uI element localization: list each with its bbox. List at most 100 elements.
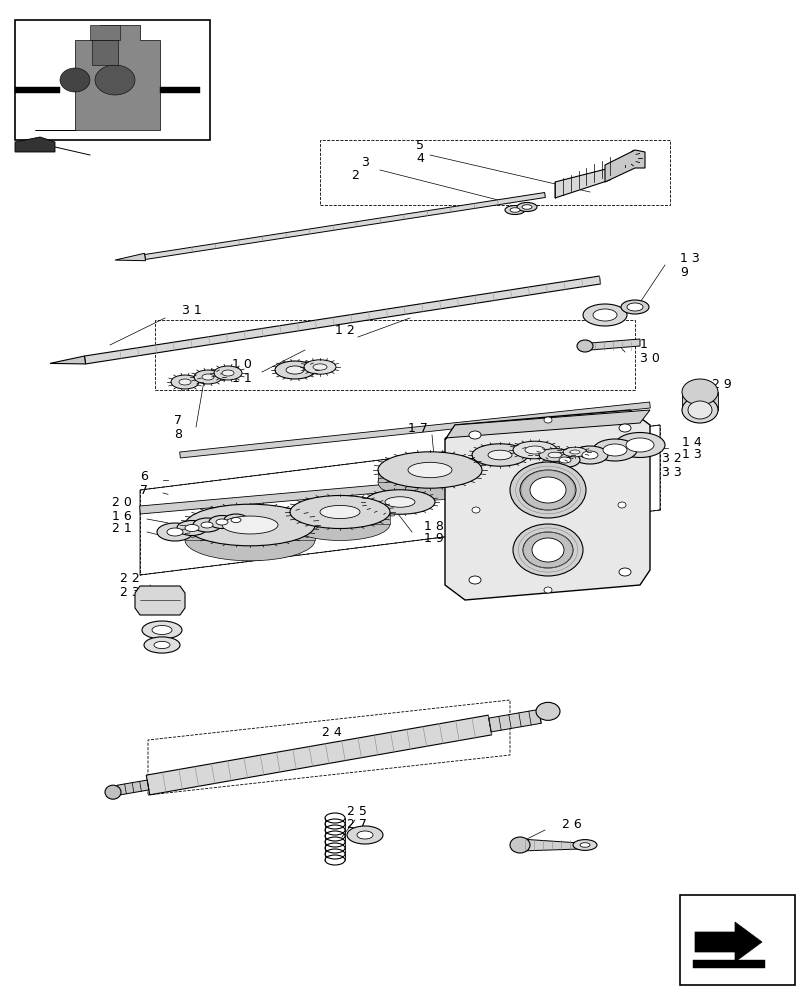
Polygon shape	[146, 715, 491, 795]
Ellipse shape	[558, 457, 570, 463]
Ellipse shape	[525, 446, 544, 454]
Polygon shape	[15, 137, 55, 152]
Text: 3 0: 3 0	[639, 352, 659, 364]
Ellipse shape	[201, 522, 212, 528]
Ellipse shape	[471, 507, 479, 513]
Polygon shape	[378, 470, 482, 482]
Ellipse shape	[60, 68, 90, 92]
Polygon shape	[488, 709, 541, 732]
Ellipse shape	[285, 366, 303, 374]
Bar	[155, 320, 634, 390]
Polygon shape	[694, 922, 761, 962]
Polygon shape	[179, 402, 650, 458]
Ellipse shape	[569, 450, 579, 454]
Ellipse shape	[202, 374, 214, 380]
Ellipse shape	[530, 477, 565, 503]
Text: 8: 8	[174, 428, 182, 440]
Ellipse shape	[603, 444, 626, 456]
Ellipse shape	[469, 576, 480, 584]
Ellipse shape	[573, 840, 596, 850]
Text: 1 9: 1 9	[423, 532, 443, 546]
Text: 3 3: 3 3	[661, 466, 681, 479]
Ellipse shape	[509, 208, 519, 212]
Polygon shape	[444, 410, 649, 600]
Polygon shape	[139, 476, 480, 514]
Text: 2 1: 2 1	[112, 522, 132, 536]
Ellipse shape	[407, 462, 452, 478]
Ellipse shape	[214, 366, 242, 380]
Ellipse shape	[303, 360, 336, 374]
Text: 1: 1	[639, 338, 647, 352]
Ellipse shape	[167, 528, 182, 536]
Text: 7: 7	[174, 414, 182, 428]
Text: 1 3: 1 3	[679, 251, 699, 264]
Polygon shape	[290, 512, 389, 524]
Ellipse shape	[681, 397, 717, 423]
Ellipse shape	[517, 203, 536, 212]
Ellipse shape	[549, 452, 579, 468]
Ellipse shape	[547, 452, 561, 458]
Ellipse shape	[681, 379, 717, 405]
Ellipse shape	[346, 826, 383, 844]
Ellipse shape	[543, 417, 551, 423]
Ellipse shape	[469, 431, 480, 439]
Text: 5: 5	[415, 139, 423, 152]
Ellipse shape	[513, 441, 556, 459]
Text: 1 6: 1 6	[112, 510, 132, 522]
Text: 2 9: 2 9	[711, 378, 731, 391]
Text: 4: 4	[415, 152, 423, 165]
Ellipse shape	[384, 497, 414, 507]
Ellipse shape	[618, 568, 630, 576]
Text: 1 2: 1 2	[335, 324, 354, 336]
Ellipse shape	[509, 837, 530, 853]
Ellipse shape	[194, 370, 221, 384]
Ellipse shape	[513, 524, 582, 576]
Ellipse shape	[193, 518, 221, 532]
Polygon shape	[117, 780, 148, 795]
Text: 3 2: 3 2	[661, 452, 681, 466]
Ellipse shape	[521, 205, 531, 209]
Ellipse shape	[224, 514, 247, 526]
Ellipse shape	[171, 375, 199, 389]
Text: 3: 3	[361, 156, 368, 169]
Ellipse shape	[504, 206, 525, 215]
Ellipse shape	[290, 495, 389, 528]
Ellipse shape	[177, 520, 207, 536]
Bar	[15, 20, 210, 140]
Ellipse shape	[543, 587, 551, 593]
Ellipse shape	[185, 519, 315, 561]
Polygon shape	[604, 150, 644, 182]
Ellipse shape	[582, 304, 626, 326]
Ellipse shape	[519, 470, 575, 510]
Ellipse shape	[95, 65, 135, 95]
Bar	[15, 87, 60, 93]
Bar	[692, 960, 764, 968]
Ellipse shape	[531, 538, 564, 562]
Ellipse shape	[357, 831, 372, 839]
Polygon shape	[681, 392, 717, 410]
Bar	[90, 25, 120, 40]
Bar	[679, 895, 794, 985]
Ellipse shape	[221, 516, 277, 534]
Ellipse shape	[312, 364, 327, 370]
Polygon shape	[554, 168, 609, 198]
Ellipse shape	[142, 621, 182, 639]
Ellipse shape	[487, 450, 512, 460]
Polygon shape	[50, 356, 85, 364]
Ellipse shape	[216, 519, 228, 525]
Ellipse shape	[577, 340, 592, 352]
Ellipse shape	[509, 462, 586, 518]
Ellipse shape	[620, 300, 648, 314]
Ellipse shape	[592, 439, 636, 461]
Ellipse shape	[579, 843, 590, 847]
Text: 2 6: 2 6	[561, 818, 581, 831]
Ellipse shape	[157, 523, 193, 541]
Ellipse shape	[152, 626, 172, 634]
Ellipse shape	[625, 438, 653, 452]
Text: 2 0: 2 0	[112, 496, 132, 510]
Polygon shape	[144, 193, 545, 259]
Ellipse shape	[539, 449, 570, 461]
Ellipse shape	[105, 785, 121, 799]
Ellipse shape	[320, 505, 359, 519]
Text: 1 5: 1 5	[592, 470, 612, 483]
